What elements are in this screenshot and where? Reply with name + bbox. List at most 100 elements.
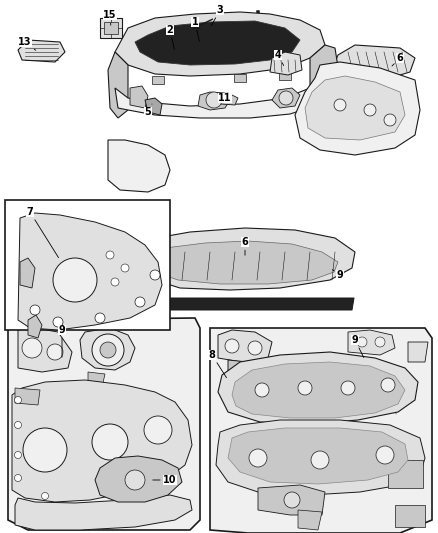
Circle shape bbox=[14, 474, 21, 481]
Circle shape bbox=[111, 278, 119, 286]
Polygon shape bbox=[272, 88, 300, 108]
Polygon shape bbox=[270, 52, 302, 75]
Polygon shape bbox=[335, 45, 415, 78]
Circle shape bbox=[135, 297, 145, 307]
Circle shape bbox=[279, 91, 293, 105]
Circle shape bbox=[100, 342, 116, 358]
Polygon shape bbox=[15, 495, 192, 530]
Text: 13: 13 bbox=[18, 37, 36, 50]
Circle shape bbox=[384, 114, 396, 126]
Polygon shape bbox=[108, 52, 128, 118]
Polygon shape bbox=[218, 352, 418, 424]
Circle shape bbox=[30, 305, 40, 315]
Circle shape bbox=[92, 334, 124, 366]
Polygon shape bbox=[135, 21, 300, 65]
Circle shape bbox=[42, 492, 49, 499]
Polygon shape bbox=[216, 420, 425, 495]
Circle shape bbox=[14, 422, 21, 429]
Polygon shape bbox=[145, 98, 162, 115]
Polygon shape bbox=[210, 328, 432, 533]
Circle shape bbox=[357, 337, 367, 347]
Polygon shape bbox=[28, 315, 42, 338]
Circle shape bbox=[248, 341, 262, 355]
Polygon shape bbox=[80, 328, 135, 370]
Text: 9: 9 bbox=[59, 325, 65, 357]
Text: 6: 6 bbox=[242, 237, 248, 255]
Circle shape bbox=[150, 270, 160, 280]
Polygon shape bbox=[12, 380, 192, 502]
Polygon shape bbox=[388, 460, 423, 488]
Polygon shape bbox=[8, 318, 200, 530]
Polygon shape bbox=[104, 22, 118, 34]
Text: 3: 3 bbox=[212, 5, 223, 26]
Circle shape bbox=[376, 446, 394, 464]
Text: 8: 8 bbox=[208, 350, 226, 378]
Polygon shape bbox=[232, 362, 405, 418]
Polygon shape bbox=[142, 241, 338, 284]
Polygon shape bbox=[258, 485, 325, 515]
Text: 9: 9 bbox=[332, 270, 343, 280]
Polygon shape bbox=[115, 88, 325, 118]
Text: 2: 2 bbox=[166, 25, 174, 49]
Polygon shape bbox=[115, 12, 325, 76]
Polygon shape bbox=[228, 428, 408, 484]
Circle shape bbox=[23, 428, 67, 472]
Polygon shape bbox=[279, 72, 291, 80]
Circle shape bbox=[22, 338, 42, 358]
Circle shape bbox=[121, 264, 129, 272]
Text: 1: 1 bbox=[192, 17, 199, 41]
Polygon shape bbox=[234, 74, 246, 82]
Text: 4: 4 bbox=[275, 50, 284, 66]
Polygon shape bbox=[88, 372, 105, 387]
Text: 10: 10 bbox=[153, 475, 177, 485]
Polygon shape bbox=[215, 93, 238, 105]
Circle shape bbox=[375, 337, 385, 347]
Text: 7: 7 bbox=[27, 207, 59, 257]
Polygon shape bbox=[395, 505, 425, 527]
Polygon shape bbox=[108, 140, 170, 192]
Text: 11: 11 bbox=[218, 93, 232, 103]
Text: 6: 6 bbox=[392, 53, 403, 66]
Polygon shape bbox=[15, 388, 40, 405]
Circle shape bbox=[298, 381, 312, 395]
Polygon shape bbox=[18, 40, 65, 62]
Circle shape bbox=[334, 99, 346, 111]
Circle shape bbox=[341, 381, 355, 395]
Polygon shape bbox=[148, 298, 354, 310]
Polygon shape bbox=[20, 258, 35, 288]
Polygon shape bbox=[152, 76, 164, 84]
Circle shape bbox=[125, 470, 145, 490]
Polygon shape bbox=[130, 86, 148, 108]
Polygon shape bbox=[95, 456, 182, 502]
Polygon shape bbox=[100, 18, 122, 38]
Polygon shape bbox=[348, 330, 395, 355]
Text: 9: 9 bbox=[352, 335, 364, 358]
Circle shape bbox=[47, 344, 63, 360]
Polygon shape bbox=[298, 510, 322, 530]
Circle shape bbox=[381, 378, 395, 392]
Circle shape bbox=[284, 492, 300, 508]
Circle shape bbox=[249, 449, 267, 467]
Polygon shape bbox=[305, 76, 405, 140]
FancyBboxPatch shape bbox=[5, 200, 170, 330]
Polygon shape bbox=[295, 62, 420, 155]
Circle shape bbox=[95, 313, 105, 323]
Text: 5: 5 bbox=[145, 104, 152, 117]
Circle shape bbox=[92, 424, 128, 460]
Circle shape bbox=[53, 258, 97, 302]
Polygon shape bbox=[408, 342, 428, 362]
Polygon shape bbox=[18, 328, 72, 372]
Circle shape bbox=[14, 397, 21, 403]
Polygon shape bbox=[310, 45, 340, 92]
Circle shape bbox=[364, 104, 376, 116]
Circle shape bbox=[255, 383, 269, 397]
Polygon shape bbox=[128, 228, 355, 290]
Polygon shape bbox=[218, 330, 272, 362]
Text: 15: 15 bbox=[103, 10, 117, 25]
Circle shape bbox=[206, 92, 222, 108]
Circle shape bbox=[14, 451, 21, 458]
Circle shape bbox=[225, 339, 239, 353]
Circle shape bbox=[53, 317, 63, 327]
Polygon shape bbox=[198, 92, 230, 110]
Polygon shape bbox=[228, 360, 248, 402]
